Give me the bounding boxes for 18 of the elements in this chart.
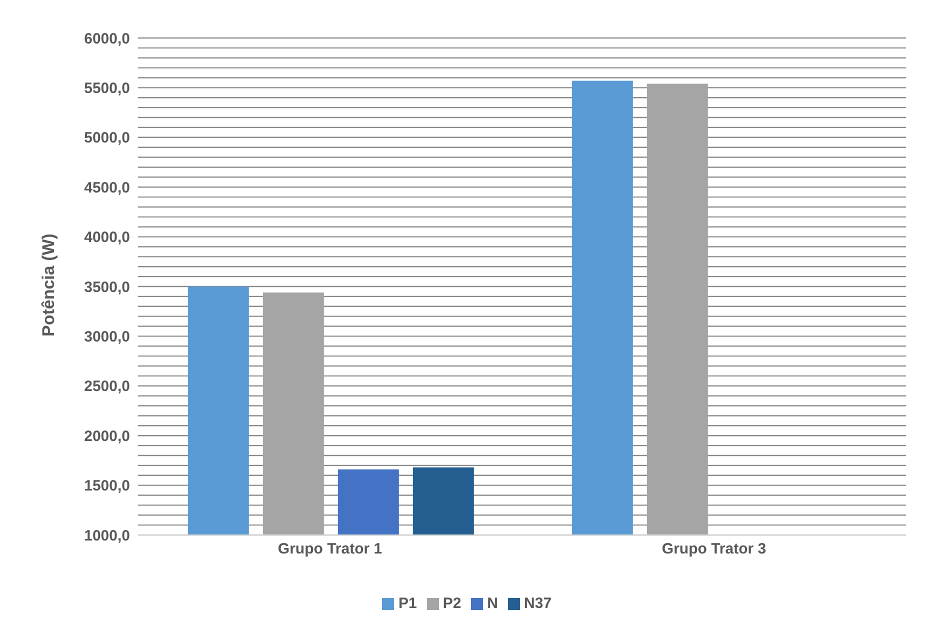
legend-label: N37 (524, 595, 552, 612)
legend-label: P2 (442, 595, 462, 612)
y-tick-label: 4500,0 (84, 179, 130, 196)
y-tick-label: 6000,0 (84, 30, 130, 48)
y-tick-label: 3000,0 (84, 328, 130, 346)
y-tick-label: 3500,0 (84, 278, 130, 296)
legend-label: P1 (398, 595, 417, 612)
y-tick-label: 5500,0 (84, 80, 130, 98)
y-tick-label: 5000,0 (84, 130, 130, 147)
y-tick-label: 4000,0 (84, 229, 130, 246)
y-tick-label: 2000,0 (84, 428, 130, 445)
x-tick-label: Grupo Trator 1 (278, 540, 382, 558)
x-tick-label: Grupo Trator 3 (662, 540, 766, 558)
y-tick-label: 2500,0 (84, 378, 130, 396)
legend-label: N (487, 595, 498, 612)
y-tick-label: 1500,0 (84, 478, 130, 495)
y-tick-label: 1000,0 (84, 527, 130, 544)
y-axis-title: Potência (W) (39, 234, 58, 336)
